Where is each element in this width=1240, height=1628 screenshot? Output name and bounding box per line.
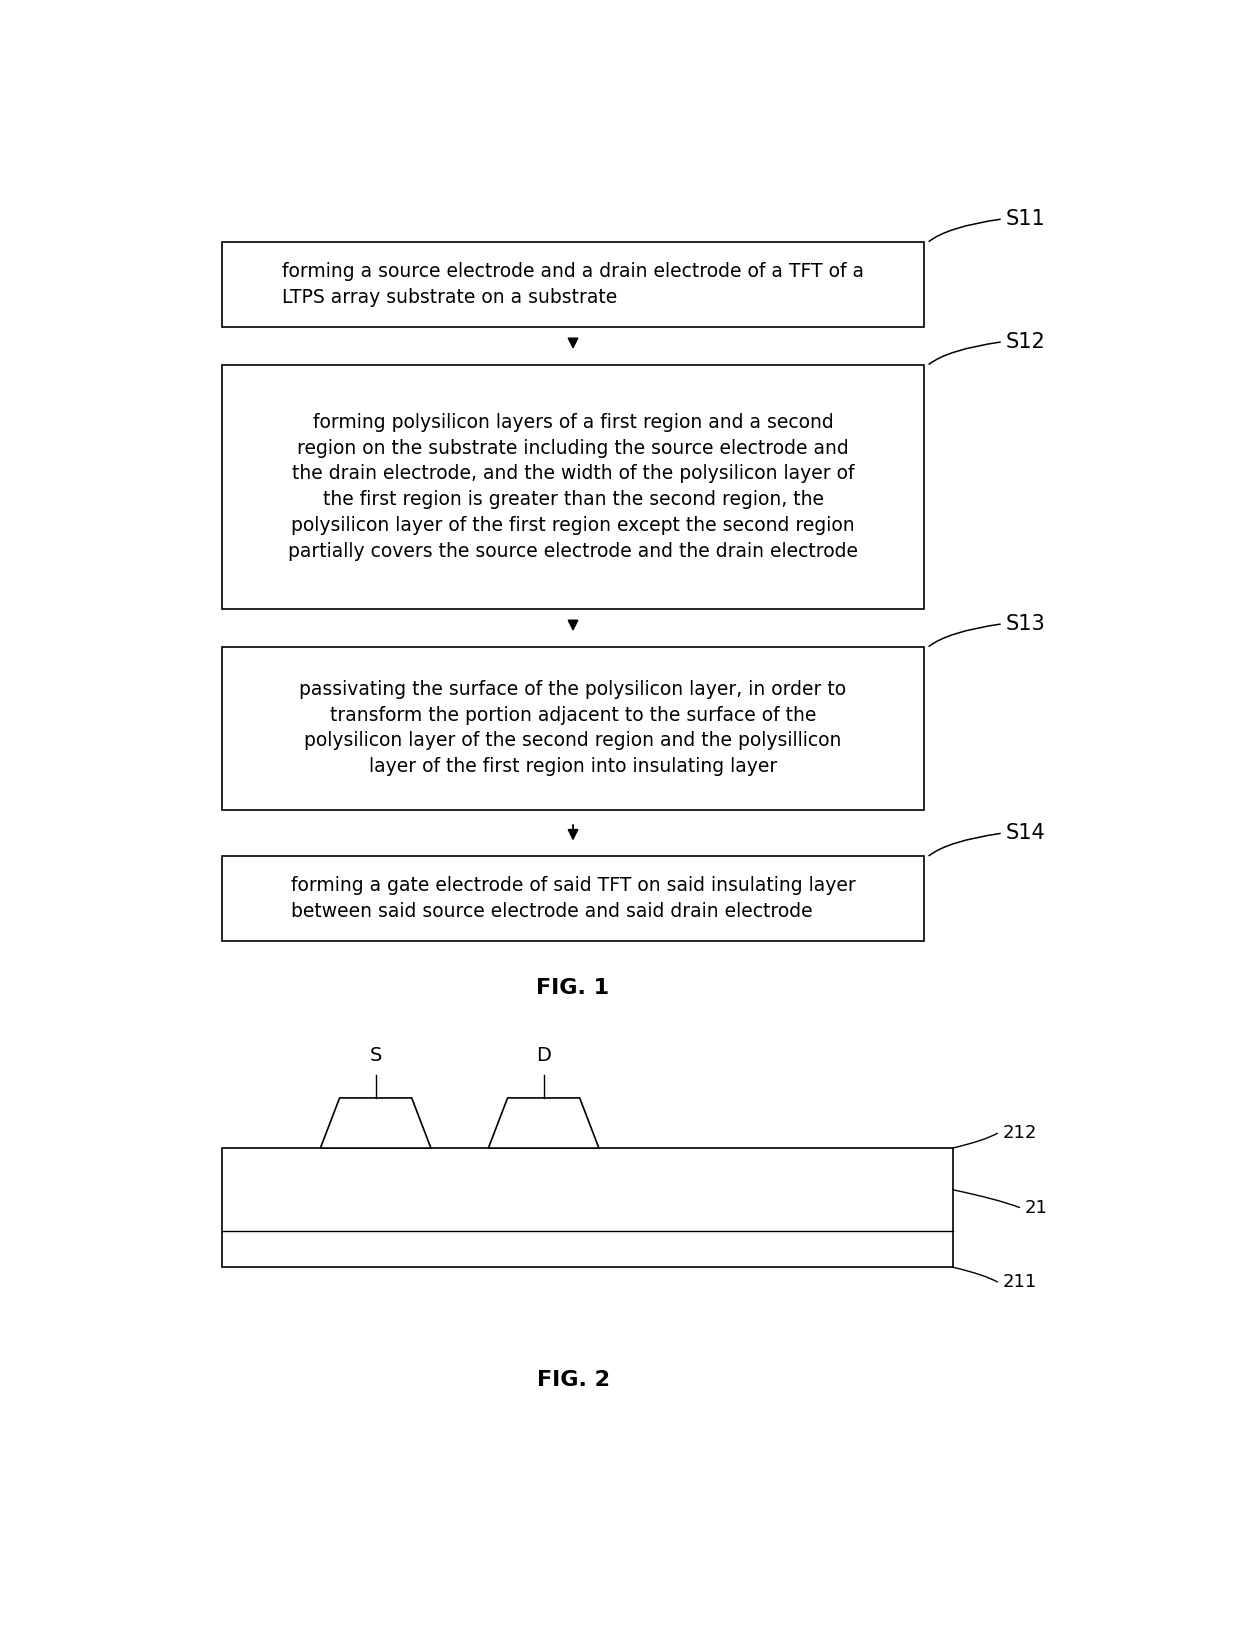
Polygon shape (320, 1097, 432, 1148)
Text: S12: S12 (1006, 332, 1045, 352)
Text: forming a gate electrode of said TFT on said insulating layer
between said sourc: forming a gate electrode of said TFT on … (290, 876, 856, 921)
Bar (222, 241, 924, 327)
Text: forming a source electrode and a drain electrode of a TFT of a
LTPS array substr: forming a source electrode and a drain e… (281, 262, 864, 306)
Text: FIG. 2: FIG. 2 (537, 1371, 610, 1390)
Bar (222, 856, 924, 941)
Text: 212: 212 (1003, 1123, 1037, 1141)
Text: 211: 211 (1003, 1273, 1037, 1291)
Bar (222, 365, 924, 609)
Text: forming polysilicon layers of a first region and a second
region on the substrat: forming polysilicon layers of a first re… (288, 414, 858, 560)
Polygon shape (489, 1097, 599, 1148)
Text: D: D (536, 1047, 551, 1065)
Text: S11: S11 (1006, 208, 1045, 230)
Text: 21: 21 (1024, 1198, 1048, 1216)
Text: S: S (370, 1047, 382, 1065)
Text: S14: S14 (1006, 824, 1045, 843)
Text: S13: S13 (1006, 614, 1045, 633)
Text: passivating the surface of the polysilicon layer, in order to
transform the port: passivating the surface of the polysilic… (300, 681, 847, 777)
Bar (222, 1148, 952, 1267)
Text: FIG. 1: FIG. 1 (537, 977, 610, 998)
Bar (222, 646, 924, 809)
